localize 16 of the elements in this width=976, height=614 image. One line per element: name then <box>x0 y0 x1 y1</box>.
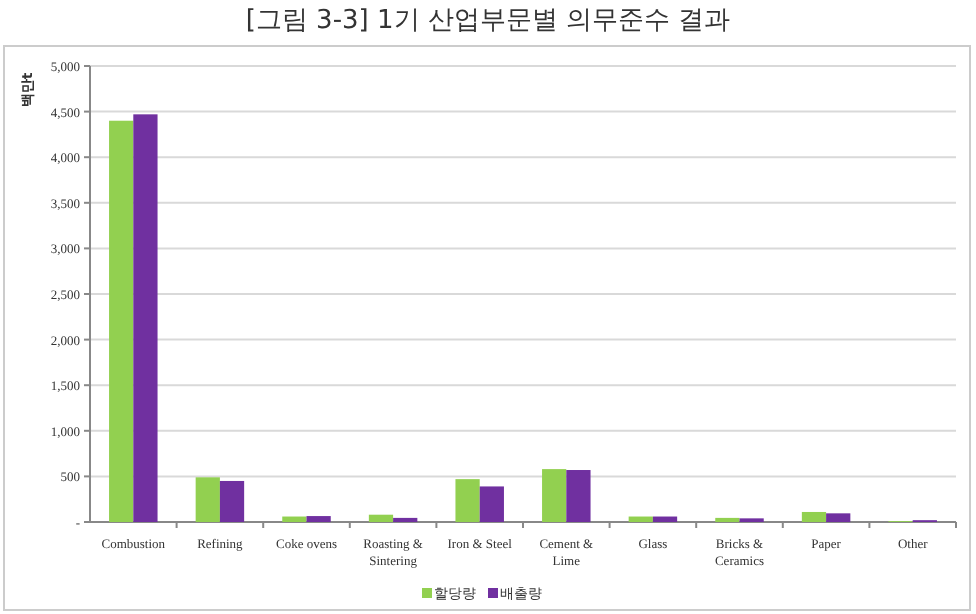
chart-title: [그림 3-3] 1기 산업부문별 의무준수 결과 <box>245 6 731 36</box>
bar <box>282 516 307 522</box>
bar <box>133 114 158 522</box>
bar <box>306 516 331 522</box>
bar <box>801 511 827 522</box>
bar <box>826 513 851 522</box>
bar <box>628 516 653 522</box>
bar <box>652 516 678 522</box>
bar <box>455 479 480 522</box>
bar <box>566 470 591 522</box>
bar <box>479 486 504 522</box>
bar <box>542 469 567 522</box>
bar <box>368 514 394 522</box>
bar <box>195 477 220 522</box>
bar <box>219 480 245 522</box>
bar <box>109 120 134 522</box>
